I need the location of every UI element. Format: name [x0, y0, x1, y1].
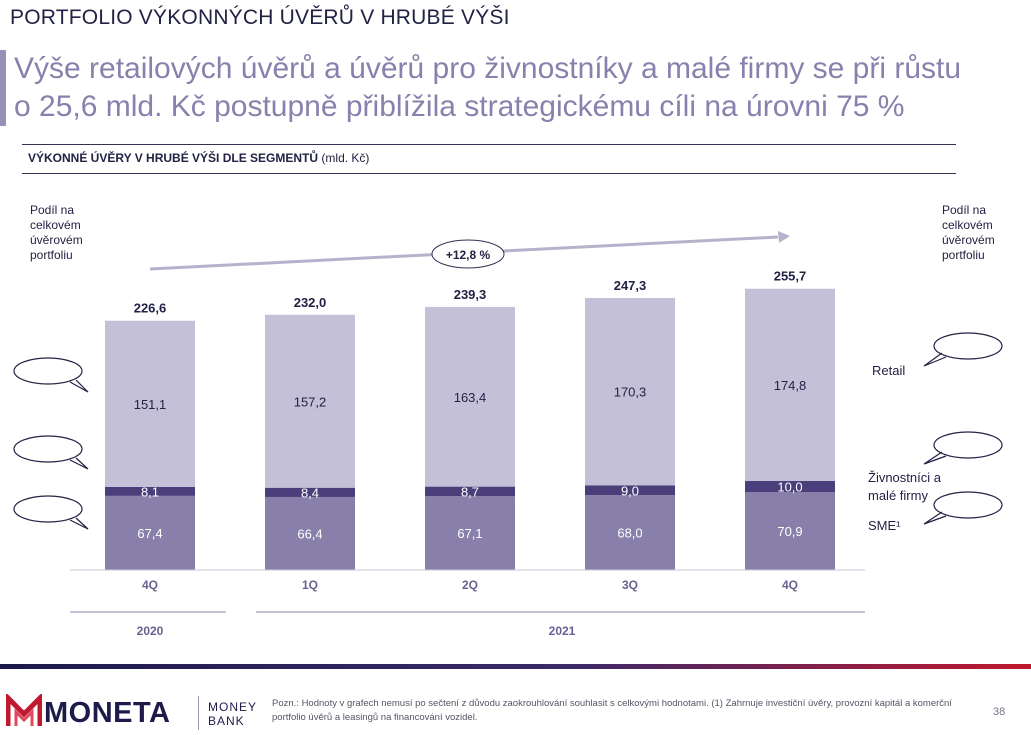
total-label-1: 232,0	[294, 295, 327, 310]
x-tick-label-3: 3Q	[622, 578, 638, 592]
data-label-0-3: 68,0	[617, 526, 642, 541]
money-bank-line-2: BANK	[208, 714, 245, 728]
total-label-3: 247,3	[614, 278, 647, 293]
data-label-2-1: 157,2	[294, 394, 327, 409]
total-label-2: 239,3	[454, 287, 487, 302]
bar-segment-1-1	[265, 487, 355, 497]
x-tick-label-4: 4Q	[782, 578, 798, 592]
data-label-2-2: 163,4	[454, 390, 487, 405]
data-label-1-0: 8,1	[141, 484, 159, 499]
section-divider-top	[22, 144, 956, 145]
moneta-logo-icon	[6, 694, 42, 726]
growth-arrow-head	[778, 231, 790, 243]
year-label-2021: 2021	[549, 624, 576, 638]
legend-retail: Retail	[872, 363, 905, 378]
growth-badge	[431, 239, 505, 269]
data-label-0-1: 66,4	[297, 526, 322, 541]
growth-label: +12,8 %	[446, 248, 491, 262]
left-share-retail-tail	[69, 379, 89, 393]
bar-segment-2-4	[745, 288, 835, 482]
right-share-sme-tail	[923, 511, 947, 525]
total-label-0: 226,6	[134, 301, 167, 316]
data-label-1-2: 8,7	[461, 484, 479, 499]
data-label-1-4: 10,0	[777, 480, 802, 495]
logo-divider	[198, 696, 199, 730]
section-divider-bottom	[22, 173, 956, 174]
footer-brand-stripe	[0, 664, 1031, 669]
headline-line-2: o 25,6 mld. Kč postupně přiblížila strat…	[14, 90, 905, 123]
bar-segment-2-2	[425, 306, 515, 487]
x-tick-label-0: 4Q	[142, 578, 158, 592]
stacked-bar-chart: 67,4 8,1 151,1 226,6 4Q 66,4 8,4 157,2 232,0 1Q 67…	[13, 231, 1003, 638]
data-label-0-2: 67,1	[457, 526, 482, 541]
bar-segment-0-1	[265, 496, 355, 570]
right-share-smb-bubble	[933, 431, 1003, 459]
bar-segment-2-3	[585, 297, 675, 486]
year-label-2020: 2020	[137, 624, 164, 638]
bar-segment-2-0	[105, 320, 195, 487]
headline: Výše retailových úvěrů a úvěrů pro živno…	[14, 50, 1029, 126]
chart-section-title-bold: VÝKONNÉ ÚVĚRY V HRUBÉ VÝŠI DLE SEGMENTŮ	[28, 151, 319, 165]
bar-segment-1-0	[105, 486, 195, 496]
page-title: PORTFOLIO VÝKONNÝCH ÚVĚRŮ V HRUBÉ VÝŠI	[10, 6, 510, 29]
moneta-logo-text: MONETA	[44, 697, 171, 729]
page-number: 38	[993, 706, 1006, 718]
data-label-2-4: 174,8	[774, 378, 807, 393]
legend-smb: Živnostníci a malé firmy	[868, 470, 942, 503]
left-share-smb-tail	[69, 457, 89, 470]
footnote: Pozn.: Hodnoty v grafech nemusí po sečte…	[272, 698, 952, 723]
data-label-2-0: 151,1	[134, 397, 167, 412]
data-label-1-1: 8,4	[301, 485, 319, 500]
money-bank-line-1: MONEY	[208, 700, 258, 714]
left-share-label: Podíl na celkovém úvěrovém portfoliu	[30, 203, 83, 262]
bar-segment-0-2	[425, 496, 515, 570]
data-label-2-3: 170,3	[614, 385, 647, 400]
left-share-retail-bubble	[13, 357, 83, 385]
money-bank-wordmark: MONEY BANK	[208, 700, 257, 728]
left-share-smb-bubble	[13, 435, 83, 463]
bar-segment-1-3	[585, 485, 675, 496]
headline-line-1: Výše retailových úvěrů a úvěrů pro živno…	[14, 52, 962, 85]
right-share-label: Podíl na celkovém úvěrovém portfoliu	[942, 203, 995, 262]
left-share-sme-tail	[69, 517, 89, 530]
bar-segment-0-4	[745, 492, 835, 570]
bar-segment-1-2	[425, 486, 515, 497]
legend-sme: SME¹	[868, 518, 901, 533]
left-share-sme-bubble	[13, 495, 83, 523]
headline-accent-bar	[0, 50, 6, 126]
bar-segment-1-4	[745, 481, 835, 493]
right-share-sme-bubble	[933, 491, 1003, 519]
right-share-retail-bubble	[933, 332, 1003, 360]
data-label-1-3: 9,0	[621, 483, 639, 498]
total-label-4: 255,7	[774, 269, 807, 284]
data-label-0-0: 67,4	[137, 526, 162, 541]
x-tick-label-2: 2Q	[462, 578, 478, 592]
bar-segment-0-3	[585, 495, 675, 570]
x-tick-label-1: 1Q	[302, 578, 318, 592]
right-share-smb-tail	[923, 451, 947, 465]
bar-segment-2-1	[265, 314, 355, 488]
bar-segment-0-0	[105, 495, 195, 570]
chart-section-title: VÝKONNÉ ÚVĚRY V HRUBÉ VÝŠI DLE SEGMENTŮ …	[28, 151, 369, 165]
right-share-retail-tail	[923, 352, 947, 367]
data-label-0-4: 70,9	[777, 524, 802, 539]
chart-section-title-unit: (mld. Kč)	[321, 151, 370, 165]
